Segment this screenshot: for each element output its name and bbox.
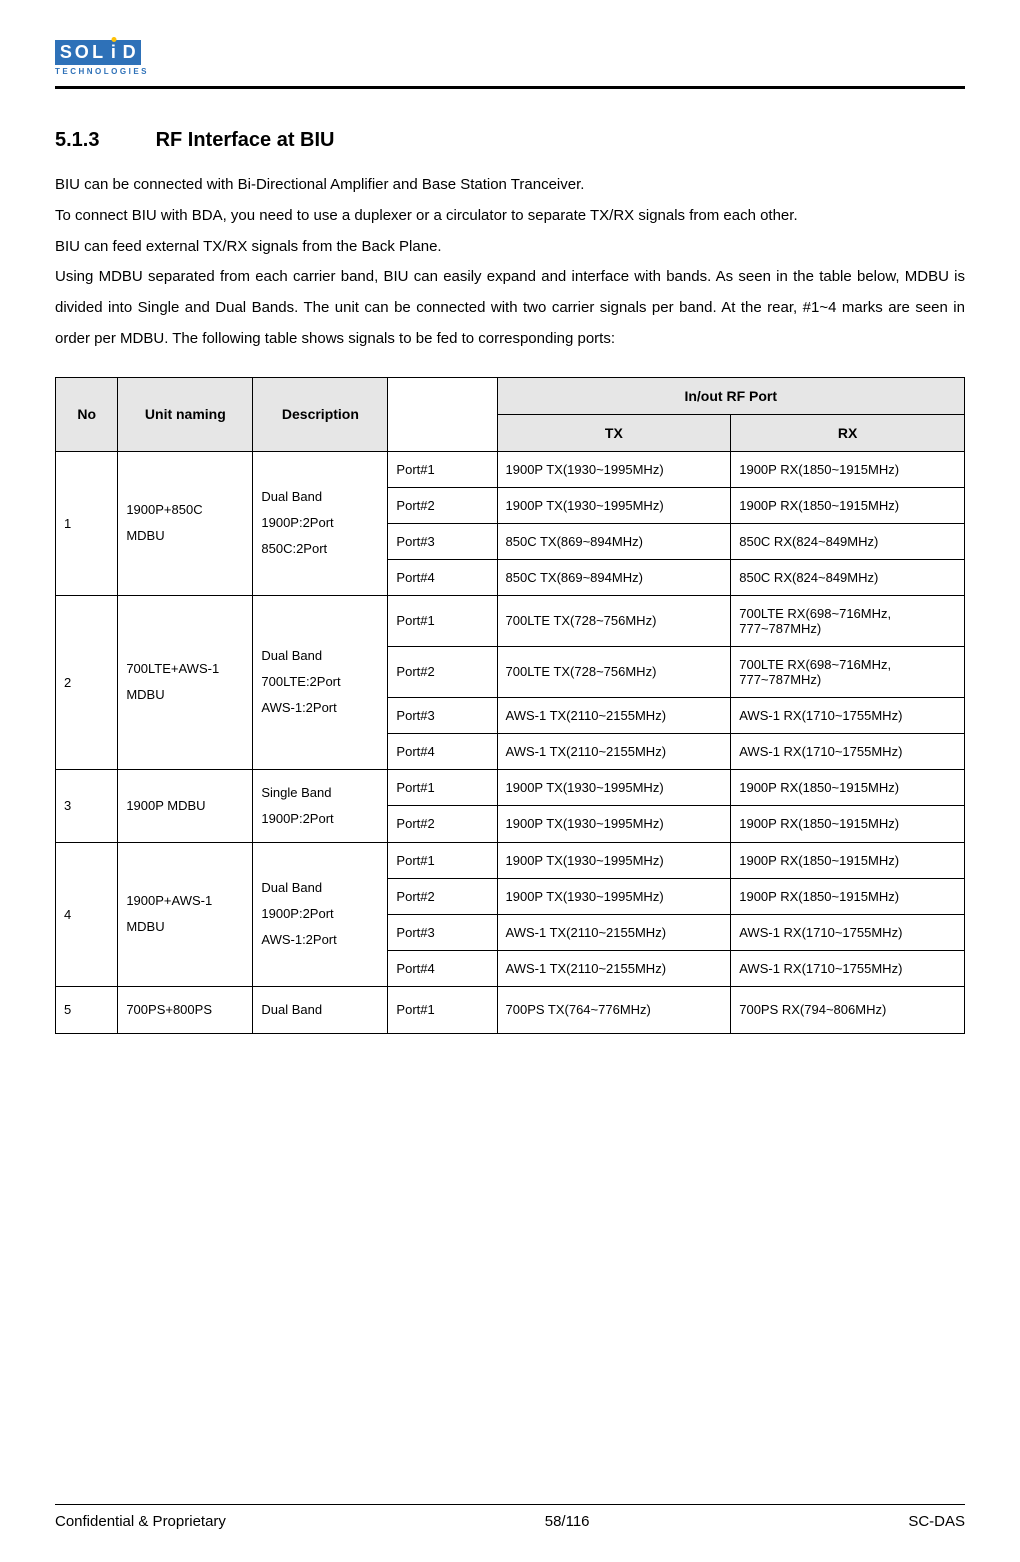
logo-letter: S (59, 42, 74, 63)
cell-tx: 700LTE TX(728~756MHz) (497, 595, 731, 646)
cell-tx: AWS-1 TX(2110~2155MHz) (497, 733, 731, 769)
cell-port: Port#2 (388, 487, 497, 523)
cell-tx: 700PS TX(764~776MHz) (497, 986, 731, 1033)
footer-left: Confidential & Proprietary (55, 1513, 226, 1530)
th-blank (388, 377, 497, 451)
table-row: 5700PS+800PSDual BandPort#1700PS TX(764~… (56, 986, 965, 1033)
table-body: 11900P+850C MDBUDual Band 1900P:2Port 85… (56, 451, 965, 1033)
th-rx: RX (731, 414, 965, 451)
cell-rx: 700PS RX(794~806MHz) (731, 986, 965, 1033)
cell-no: 4 (56, 842, 118, 986)
cell-tx: AWS-1 TX(2110~2155MHz) (497, 914, 731, 950)
cell-port: Port#1 (388, 842, 497, 878)
cell-port: Port#1 (388, 451, 497, 487)
cell-tx: 1900P TX(1930~1995MHz) (497, 769, 731, 806)
footer-right: SC-DAS (908, 1513, 965, 1530)
th-inout: In/out RF Port (497, 377, 965, 414)
cell-no: 5 (56, 986, 118, 1033)
page: S O L i D TECHNOLOGIES 5.1.3 RF Interfac… (0, 0, 1020, 1562)
cell-no: 3 (56, 769, 118, 842)
logo-letter: L (91, 42, 106, 63)
cell-port: Port#3 (388, 697, 497, 733)
section-paragraph: BIU can be connected with Bi-Directional… (55, 170, 965, 355)
cell-tx: 700LTE TX(728~756MHz) (497, 646, 731, 697)
cell-unit: 1900P+AWS-1 MDBU (118, 842, 253, 986)
cell-rx: 1900P RX(1850~1915MHz) (731, 842, 965, 878)
cell-desc: Dual Band 700LTE:2Port AWS-1:2Port (253, 595, 388, 769)
th-desc: Description (253, 377, 388, 451)
th-tx: TX (497, 414, 731, 451)
table-row: 31900P MDBUSingle Band 1900P:2PortPort#1… (56, 769, 965, 806)
cell-port: Port#4 (388, 950, 497, 986)
cell-tx: 1900P TX(1930~1995MHz) (497, 487, 731, 523)
cell-port: Port#4 (388, 559, 497, 595)
cell-unit: 1900P+850C MDBU (118, 451, 253, 595)
brand-logo: S O L i D TECHNOLOGIES (55, 40, 147, 76)
section-title-text: RF Interface at BIU (156, 129, 335, 151)
cell-no: 1 (56, 451, 118, 595)
cell-port: Port#2 (388, 646, 497, 697)
footer-center: 58/116 (545, 1513, 590, 1530)
section-heading: 5.1.3 RF Interface at BIU (55, 129, 965, 152)
cell-rx: 850C RX(824~849MHz) (731, 523, 965, 559)
table-row: 2700LTE+AWS-1 MDBUDual Band 700LTE:2Port… (56, 595, 965, 646)
cell-rx: 700LTE RX(698~716MHz, 777~787MHz) (731, 646, 965, 697)
cell-unit: 700PS+800PS (118, 986, 253, 1033)
cell-tx: 850C TX(869~894MHz) (497, 559, 731, 595)
logo-letter: O (75, 42, 90, 63)
th-no: No (56, 377, 118, 451)
cell-port: Port#4 (388, 733, 497, 769)
cell-port: Port#3 (388, 914, 497, 950)
cell-tx: 1900P TX(1930~1995MHz) (497, 806, 731, 843)
cell-desc: Dual Band 1900P:2Port 850C:2Port (253, 451, 388, 595)
cell-rx: AWS-1 RX(1710~1755MHz) (731, 914, 965, 950)
logo-letter: i (107, 42, 122, 63)
cell-unit: 700LTE+AWS-1 MDBU (118, 595, 253, 769)
logo-letters: S O L i D (55, 40, 141, 65)
cell-rx: 1900P RX(1850~1915MHz) (731, 878, 965, 914)
table-head: No Unit naming Description In/out RF Por… (56, 377, 965, 451)
cell-port: Port#1 (388, 595, 497, 646)
cell-port: Port#2 (388, 878, 497, 914)
cell-rx: 1900P RX(1850~1915MHz) (731, 487, 965, 523)
logo-subtext: TECHNOLOGIES (55, 67, 147, 76)
cell-unit: 1900P MDBU (118, 769, 253, 842)
header-rule (55, 86, 965, 89)
logo-letter: D (122, 42, 137, 63)
cell-tx: AWS-1 TX(2110~2155MHz) (497, 950, 731, 986)
cell-rx: AWS-1 RX(1710~1755MHz) (731, 950, 965, 986)
cell-rx: 1900P RX(1850~1915MHz) (731, 806, 965, 843)
cell-rx: AWS-1 RX(1710~1755MHz) (731, 697, 965, 733)
cell-tx: 850C TX(869~894MHz) (497, 523, 731, 559)
section-number: 5.1.3 (55, 129, 150, 152)
footer-rule (55, 1504, 965, 1505)
cell-port: Port#2 (388, 806, 497, 843)
table-row: 11900P+850C MDBUDual Band 1900P:2Port 85… (56, 451, 965, 487)
cell-rx: 1900P RX(1850~1915MHz) (731, 451, 965, 487)
table-row: 41900P+AWS-1 MDBUDual Band 1900P:2Port A… (56, 842, 965, 878)
cell-port: Port#3 (388, 523, 497, 559)
th-unit: Unit naming (118, 377, 253, 451)
cell-tx: 1900P TX(1930~1995MHz) (497, 878, 731, 914)
cell-desc: Single Band 1900P:2Port (253, 769, 388, 842)
rf-port-table: No Unit naming Description In/out RF Por… (55, 377, 965, 1034)
cell-no: 2 (56, 595, 118, 769)
page-footer: Confidential & Proprietary 58/116 SC-DAS (55, 1504, 965, 1530)
cell-port: Port#1 (388, 769, 497, 806)
cell-port: Port#1 (388, 986, 497, 1033)
cell-rx: AWS-1 RX(1710~1755MHz) (731, 733, 965, 769)
cell-tx: AWS-1 TX(2110~2155MHz) (497, 697, 731, 733)
cell-desc: Dual Band 1900P:2Port AWS-1:2Port (253, 842, 388, 986)
cell-tx: 1900P TX(1930~1995MHz) (497, 842, 731, 878)
cell-tx: 1900P TX(1930~1995MHz) (497, 451, 731, 487)
cell-desc: Dual Band (253, 986, 388, 1033)
cell-rx: 1900P RX(1850~1915MHz) (731, 769, 965, 806)
cell-rx: 850C RX(824~849MHz) (731, 559, 965, 595)
cell-rx: 700LTE RX(698~716MHz, 777~787MHz) (731, 595, 965, 646)
